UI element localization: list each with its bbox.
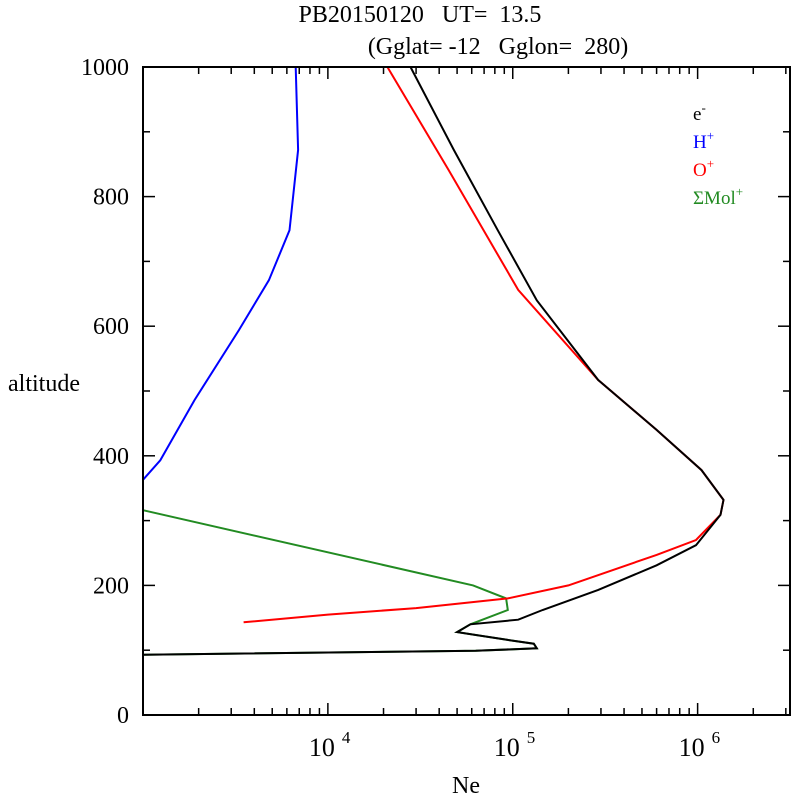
x-tick-exponent: 4 <box>342 728 351 747</box>
series-group <box>142 66 725 656</box>
legend-item-3: ΣMol+ <box>693 184 743 209</box>
x-tick-label: 10 <box>309 733 335 762</box>
x-axis-label: Ne <box>452 773 480 796</box>
legend-item-2: O+ <box>693 156 714 181</box>
axes: 0 200 400 600 800 1000 10 4 10 5 10 6 <box>81 55 791 762</box>
chart-subtitle: (Gglat= -12 Gglon= 280) <box>368 34 628 60</box>
series-line-3 <box>142 509 539 656</box>
x-tick-label: 10 <box>494 733 520 762</box>
legend: e- H+ O+ ΣMol+ <box>693 100 743 209</box>
series-line-1 <box>142 66 300 481</box>
y-tick-label: 800 <box>93 185 129 211</box>
y-tick-label: 0 <box>117 703 129 729</box>
y-tick-label: 200 <box>93 573 129 599</box>
y-tick-label: 400 <box>93 444 129 470</box>
x-tick-exponent: 6 <box>712 728 721 747</box>
series-line-0 <box>142 66 725 656</box>
legend-item-1: H+ <box>693 128 714 153</box>
legend-item-0: e- <box>693 100 706 125</box>
y-axis-label: altitude <box>8 371 80 397</box>
y-tick-label: 600 <box>93 314 129 340</box>
chart-title: PB20150120 UT= 13.5 <box>299 2 542 28</box>
y-tick-label: 1000 <box>81 55 129 81</box>
x-tick-exponent: 5 <box>527 728 536 747</box>
series-line-2 <box>243 66 725 624</box>
x-tick-label: 10 <box>679 733 705 762</box>
